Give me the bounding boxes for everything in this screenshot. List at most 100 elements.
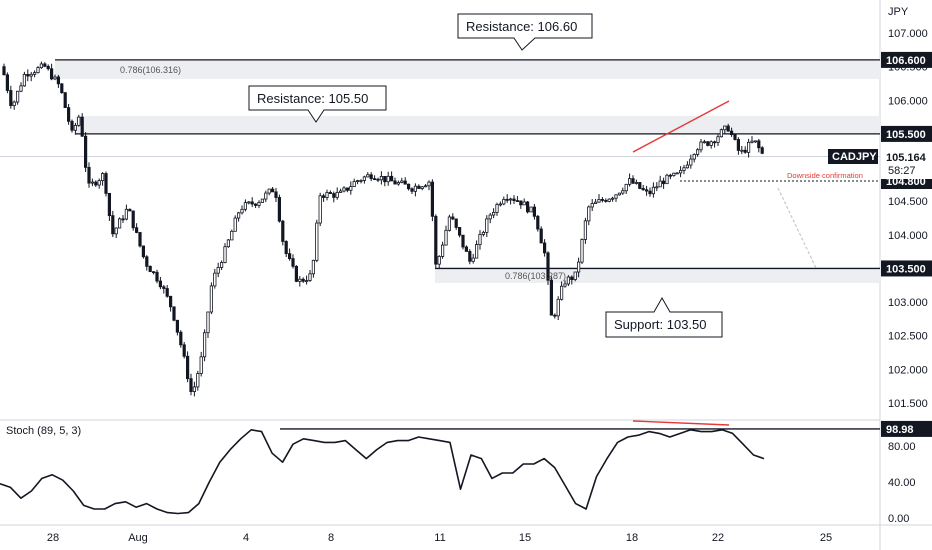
callout-resistance-mid-text: Resistance: 105.50 (257, 91, 368, 106)
candle-body (349, 186, 353, 191)
candle-body (77, 116, 81, 126)
candle-body (570, 276, 574, 280)
candle-body (406, 183, 411, 190)
candle-body (491, 212, 496, 216)
candle-body (505, 198, 509, 201)
candle-body (522, 201, 526, 206)
candle-body (543, 242, 547, 254)
fib-zone-top (55, 60, 880, 79)
candle-body (719, 129, 724, 138)
candle-body (546, 252, 550, 281)
candle-body (43, 63, 47, 67)
candle-body (502, 198, 506, 205)
stoch-line (0, 429, 765, 515)
candle-body (549, 279, 554, 316)
candle-body (148, 265, 152, 273)
candle-body (655, 186, 659, 189)
candle-body (740, 149, 744, 152)
time-tick-8: 25 (820, 532, 832, 544)
stoch-label: Stoch (89, 5, 3) (6, 425, 81, 437)
candle-body (111, 215, 115, 235)
candle-body (645, 189, 649, 192)
candle-body (325, 192, 329, 198)
candle-body (672, 172, 676, 176)
candle-body (396, 182, 401, 185)
candle-body (577, 261, 581, 273)
level-tag-text-1: 105.500 (886, 129, 926, 141)
candle-body (165, 288, 169, 297)
candle-body (291, 258, 295, 267)
candle-body (679, 170, 683, 174)
candle-body (168, 295, 173, 308)
candle-body (15, 90, 20, 103)
price-tick-6: 104.000 (888, 230, 928, 242)
candle-body (478, 234, 482, 245)
candle-body (287, 253, 292, 260)
fib-zone-bottom (435, 269, 880, 283)
callout-resistance-top[interactable]: Resistance: 106.60 (457, 13, 593, 51)
candle-body (689, 158, 693, 166)
candle-body (696, 149, 700, 155)
candle-body (141, 245, 145, 258)
candle-body (662, 180, 666, 185)
candle-body (600, 199, 605, 201)
candle-body (631, 178, 635, 184)
candle-body (216, 267, 220, 274)
level-tag-text-3: 103.500 (886, 263, 926, 275)
last-price-tag (881, 149, 932, 179)
candle-body (736, 139, 741, 151)
candle-body (430, 181, 435, 217)
candle-body (488, 214, 492, 220)
candle-body (233, 217, 237, 232)
price-tick-2: 106.000 (888, 95, 928, 107)
candle-body (311, 259, 316, 275)
candle-body (253, 203, 258, 206)
time-tick-6: 18 (626, 532, 638, 544)
candle-body (46, 65, 50, 70)
fib-label-top: 0.786(106.316) (120, 65, 181, 75)
candle-body (284, 241, 288, 255)
candle-body (556, 298, 560, 317)
time-tick-2: 4 (243, 532, 249, 544)
countdown-text: 58:27 (888, 165, 916, 177)
candle-body (614, 194, 618, 199)
candle-body (457, 226, 462, 236)
downside-annotation: Downside confirmation (787, 171, 863, 180)
candle-body (651, 186, 656, 195)
candle-body (138, 232, 142, 247)
candle-body (114, 227, 118, 235)
candle-body (172, 306, 176, 321)
candle-body (267, 188, 271, 194)
candle-body (335, 192, 339, 198)
candle-body (539, 228, 543, 244)
projection-path (777, 187, 817, 269)
callout-support[interactable]: Support: 103.50 (605, 296, 723, 338)
candle-body (658, 180, 662, 188)
candle-body (257, 202, 261, 206)
candle-body (389, 175, 394, 182)
candle-body (39, 63, 44, 69)
candle-body (318, 195, 322, 224)
time-tick-5: 15 (519, 532, 531, 544)
candle-body (726, 125, 730, 132)
candle-body (121, 218, 125, 221)
last-price-text: 105.164 (886, 152, 927, 164)
candle-body (63, 92, 67, 109)
candle-body (427, 181, 431, 187)
candle-body (158, 280, 162, 288)
candle-body (685, 164, 690, 169)
candle-body (355, 180, 360, 183)
candle-body (182, 344, 186, 357)
time-tick-0: 28 (47, 532, 59, 544)
candle-body (379, 176, 384, 181)
candle-body (134, 227, 139, 233)
candle-body (444, 229, 448, 246)
candle-body (90, 181, 94, 184)
callout-resistance-mid[interactable]: Resistance: 105.50 (248, 85, 387, 123)
price-tick-10: 102.000 (888, 364, 928, 376)
candle-body (590, 203, 594, 208)
stoch-tick-0: 80.00 (888, 441, 916, 453)
candle-body (519, 200, 523, 206)
fib-label-bottom: 0.786(103.287) (505, 271, 566, 281)
